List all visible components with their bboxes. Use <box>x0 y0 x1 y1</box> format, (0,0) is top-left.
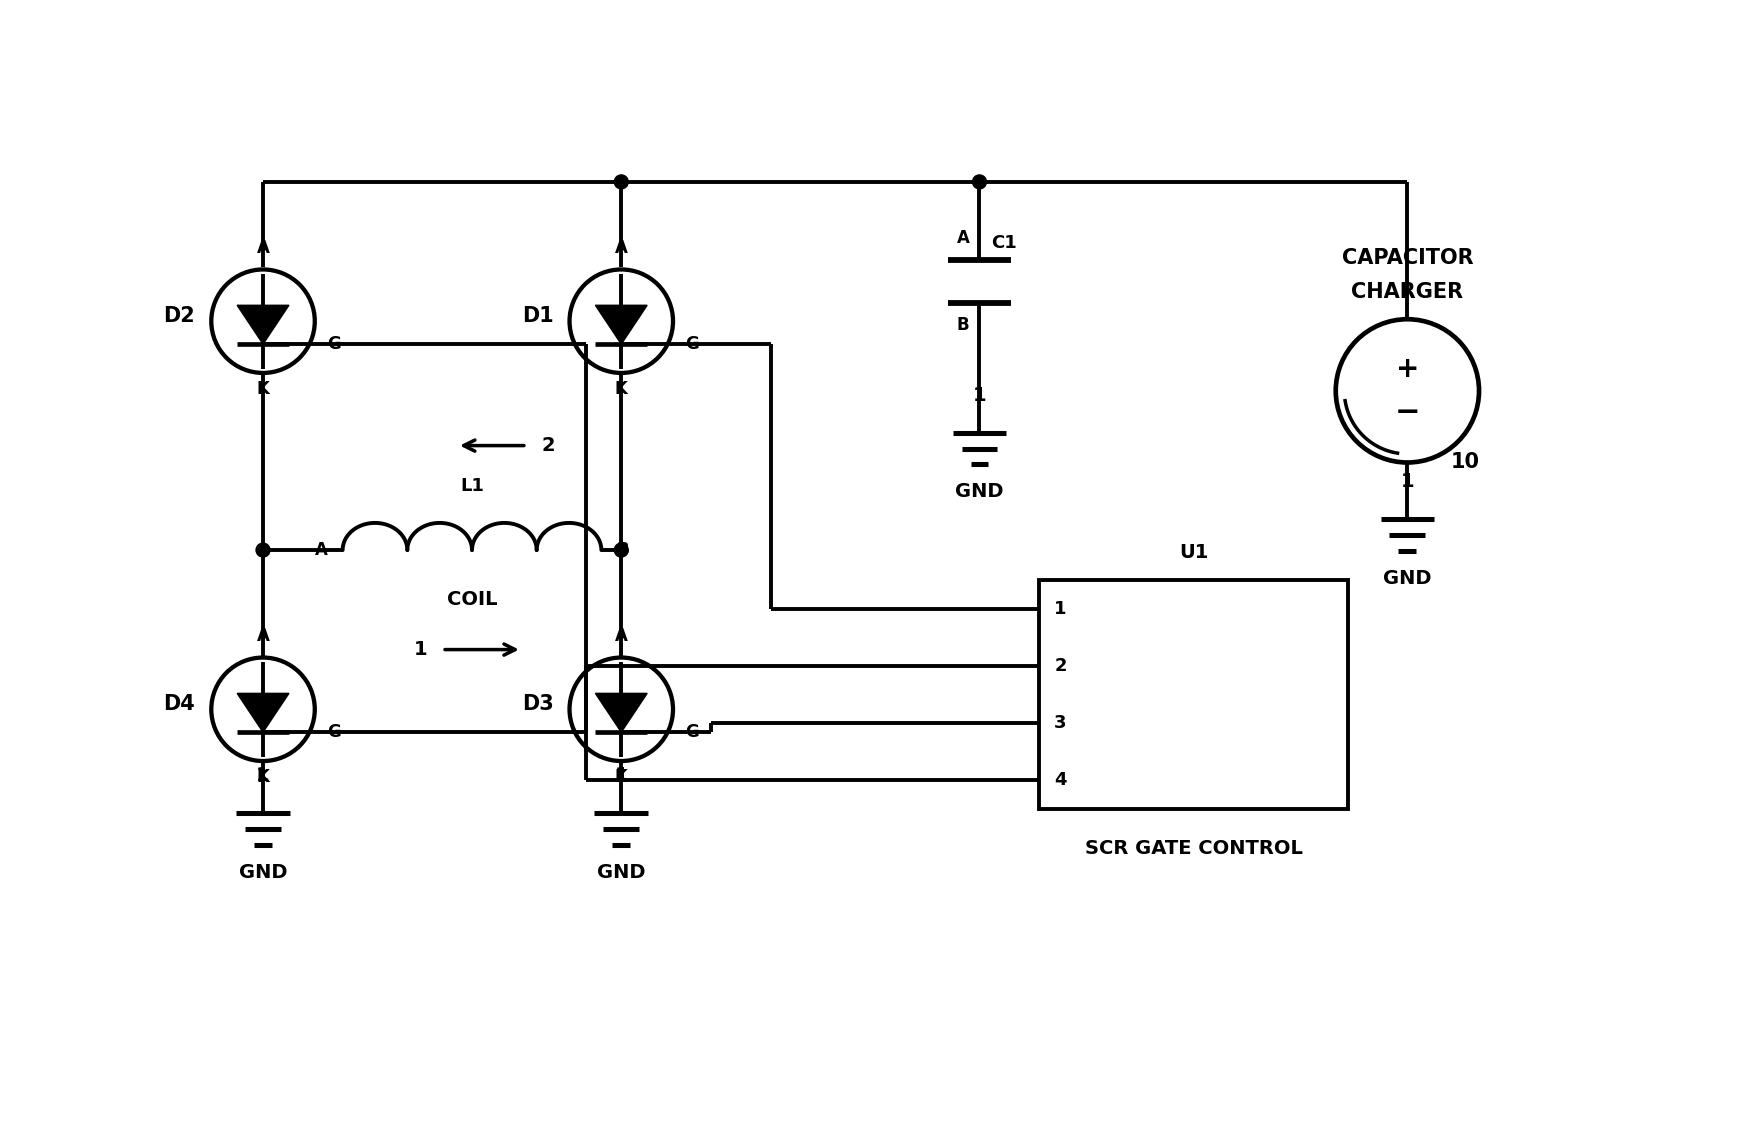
Text: +: + <box>1395 355 1418 383</box>
Text: 1: 1 <box>1053 600 1065 617</box>
Text: K: K <box>256 380 269 398</box>
Polygon shape <box>237 694 290 732</box>
Text: A: A <box>614 627 627 644</box>
Text: D4: D4 <box>163 694 195 714</box>
Circle shape <box>614 544 628 557</box>
Text: A: A <box>956 228 969 246</box>
Text: G: G <box>326 723 340 741</box>
Text: 3: 3 <box>1053 714 1065 732</box>
Text: 1: 1 <box>614 766 628 785</box>
Text: 2: 2 <box>541 436 555 455</box>
Text: −: − <box>1393 398 1420 427</box>
Text: K: K <box>614 768 627 786</box>
Text: SCR GATE CONTROL: SCR GATE CONTROL <box>1085 838 1302 858</box>
Text: G: G <box>326 336 340 354</box>
Text: K: K <box>256 768 269 786</box>
Polygon shape <box>595 694 648 732</box>
Text: A: A <box>314 541 328 559</box>
Text: COIL: COIL <box>446 590 497 609</box>
Text: D3: D3 <box>521 694 553 714</box>
Circle shape <box>256 544 270 557</box>
Text: A: A <box>256 238 269 257</box>
Text: 1: 1 <box>256 766 270 785</box>
Text: D2: D2 <box>163 306 195 327</box>
Text: D1: D1 <box>521 306 553 327</box>
Text: GND: GND <box>239 862 288 881</box>
Text: G: G <box>684 723 698 741</box>
Text: GND: GND <box>955 483 1004 502</box>
Text: CHARGER: CHARGER <box>1351 282 1462 303</box>
Text: 2: 2 <box>1053 657 1065 675</box>
Text: CAPACITOR: CAPACITOR <box>1341 247 1472 268</box>
Text: L1: L1 <box>460 477 484 495</box>
Text: 10: 10 <box>1450 452 1478 471</box>
Text: GND: GND <box>1383 570 1430 588</box>
Text: K: K <box>614 380 627 398</box>
Text: A: A <box>256 627 269 644</box>
Circle shape <box>614 175 628 189</box>
Text: 1: 1 <box>414 640 426 659</box>
Text: A: A <box>614 238 627 257</box>
Text: B: B <box>616 541 628 559</box>
Text: C1: C1 <box>992 234 1016 252</box>
Circle shape <box>972 175 986 189</box>
Polygon shape <box>595 305 648 345</box>
Text: 4: 4 <box>1053 771 1065 789</box>
Polygon shape <box>237 305 290 345</box>
Text: 1: 1 <box>1400 472 1413 492</box>
Text: 1: 1 <box>972 385 986 405</box>
Text: G: G <box>684 336 698 354</box>
Text: GND: GND <box>597 862 646 881</box>
Text: U1: U1 <box>1178 544 1207 562</box>
Text: B: B <box>956 316 969 334</box>
